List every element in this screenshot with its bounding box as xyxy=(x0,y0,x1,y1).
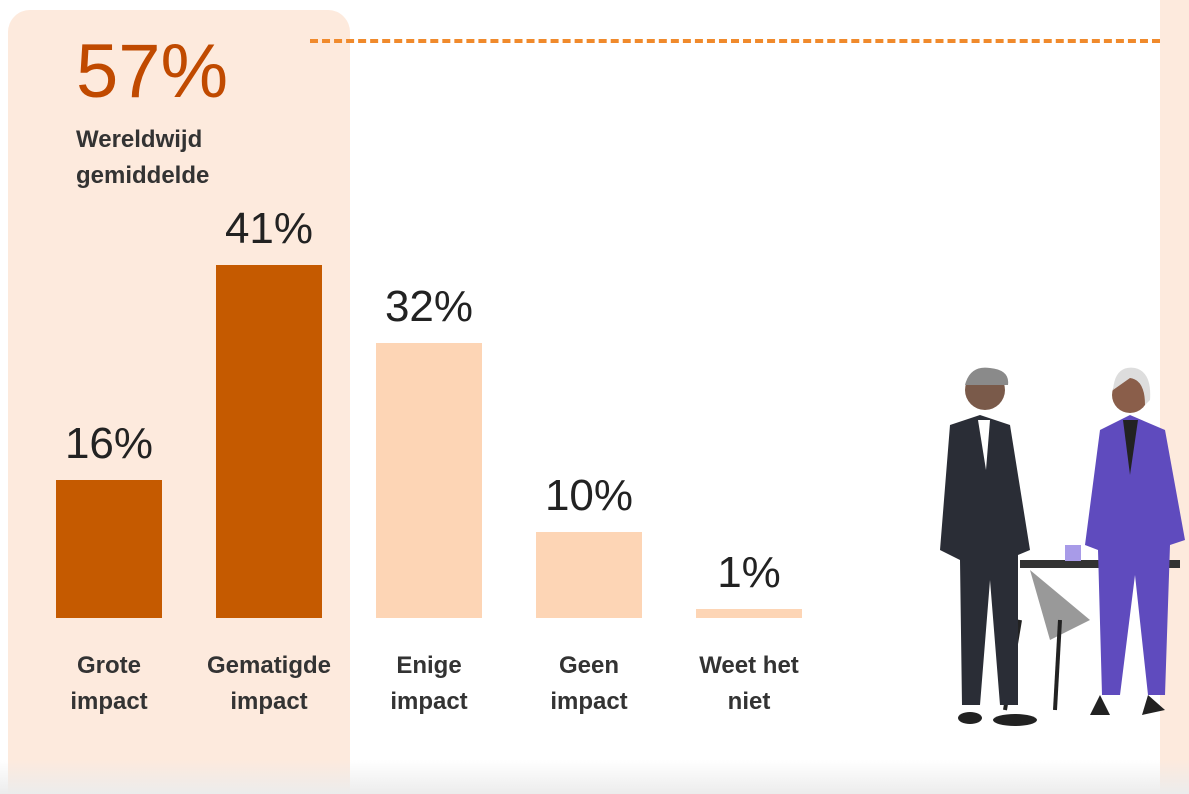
average-value: 57% xyxy=(76,34,228,110)
value-label: 10% xyxy=(509,474,669,518)
bar xyxy=(376,343,482,618)
bar xyxy=(696,609,802,618)
footer-band xyxy=(0,760,1189,794)
category-label: Gematigde impact xyxy=(199,648,339,720)
page: 57% Wereldwijd gemiddelde 16% Grote impac… xyxy=(0,0,1189,794)
illustration xyxy=(930,360,1189,740)
bar xyxy=(536,532,642,618)
category-label: Geen impact xyxy=(519,648,659,720)
bar xyxy=(56,480,162,618)
value-label: 41% xyxy=(189,207,349,251)
category-label: Enige impact xyxy=(359,648,499,720)
category-label: Grote impact xyxy=(39,648,179,720)
average-caption: Wereldwijd gemiddelde xyxy=(76,122,246,194)
value-label: 16% xyxy=(29,422,189,466)
value-label: 1% xyxy=(669,551,829,595)
category-label: Weet het niet xyxy=(679,648,819,720)
dashed-line xyxy=(310,39,1160,43)
value-label: 32% xyxy=(349,285,509,329)
bar xyxy=(216,265,322,618)
